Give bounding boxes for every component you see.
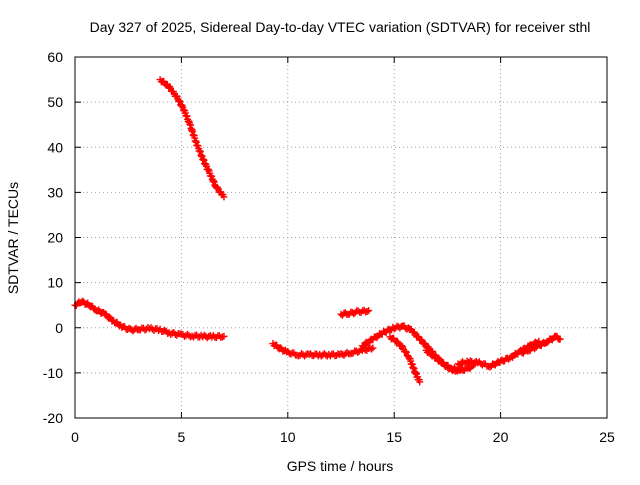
data-point-marker	[220, 332, 228, 340]
series-arc-6	[386, 333, 424, 386]
data-point-marker	[173, 331, 181, 339]
y-axis-label: SDTVAR / TECUs	[5, 182, 21, 294]
data-point-marker	[367, 345, 375, 353]
series-arc-7	[422, 346, 479, 375]
data-point-marker	[176, 98, 184, 106]
data-point-marker	[369, 344, 377, 352]
data-point-marker	[556, 335, 564, 343]
data-point-marker	[287, 350, 295, 358]
y-tick-label: 50	[47, 94, 63, 110]
data-point-marker	[401, 347, 409, 355]
data-point-marker	[188, 332, 196, 340]
x-tick-label: 0	[71, 429, 79, 445]
y-tick-label: 10	[47, 275, 63, 291]
data-point-marker	[454, 360, 462, 368]
x-tick-label: 20	[493, 429, 509, 445]
x-tick-label: 15	[386, 429, 402, 445]
data-point-marker	[406, 325, 414, 333]
y-tick-label: 0	[55, 320, 63, 336]
data-point-marker	[365, 307, 373, 315]
x-tick-label: 5	[178, 429, 186, 445]
y-tick-label: 30	[47, 184, 63, 200]
y-tick-label: 40	[47, 139, 63, 155]
series-arc-2	[156, 76, 228, 201]
data-point-marker	[478, 361, 486, 369]
x-tick-label: 10	[280, 429, 296, 445]
series-arc-4	[337, 306, 373, 319]
data-point-marker	[305, 350, 313, 358]
series-arc-3	[269, 340, 377, 360]
data-point-marker	[220, 193, 228, 201]
data-point-marker	[213, 183, 221, 191]
data-point-marker	[402, 348, 410, 356]
data-point-marker	[95, 306, 103, 314]
series-arc-1	[71, 297, 228, 342]
tick-layer: 0 5 10 15 20 25 -20 -10 0 10 20 30 40 50 60	[43, 49, 615, 445]
data-point-marker	[474, 359, 482, 367]
data-point-marker	[175, 97, 183, 105]
data-point-marker	[531, 345, 539, 353]
chart-title: Day 327 of 2025, Sidereal Day-to-day VTE…	[90, 19, 591, 35]
data-point-marker	[106, 313, 114, 321]
y-tick-label: 20	[47, 230, 63, 246]
grid-layer	[75, 57, 607, 418]
y-tick-label: -10	[43, 365, 63, 381]
data-layer	[71, 76, 564, 386]
data-point-marker	[416, 378, 424, 386]
data-point-marker	[343, 348, 351, 356]
data-point-marker	[398, 342, 406, 350]
series-arc-9	[518, 332, 564, 357]
data-point-marker	[465, 358, 473, 366]
data-point-marker	[155, 327, 163, 335]
data-point-marker	[432, 353, 440, 361]
data-point-marker	[393, 337, 401, 345]
y-tick-label: -20	[43, 410, 63, 426]
data-point-marker	[363, 308, 371, 316]
y-tick-label: 60	[47, 49, 63, 65]
x-axis-label: GPS time / hours	[287, 458, 394, 474]
data-point-marker	[417, 335, 425, 343]
x-tick-label: 25	[599, 429, 615, 445]
data-point-marker	[161, 326, 169, 334]
